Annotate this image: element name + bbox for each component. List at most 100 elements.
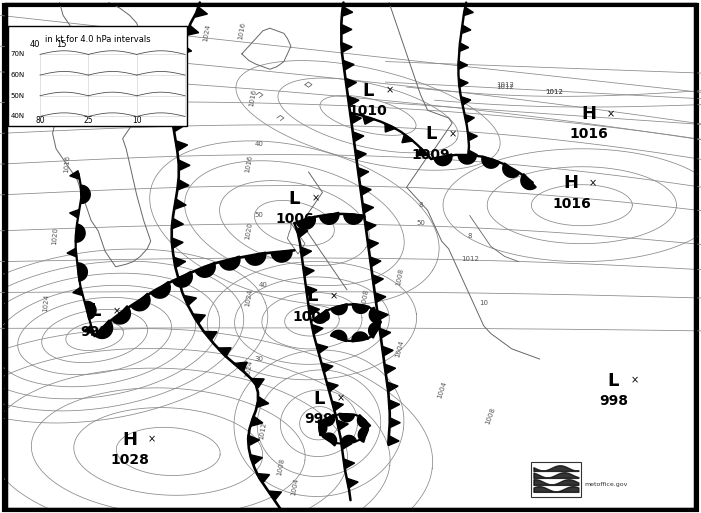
Text: ×: × xyxy=(606,109,615,119)
Polygon shape xyxy=(461,25,471,34)
Polygon shape xyxy=(521,174,536,189)
Text: 1009: 1009 xyxy=(411,148,451,162)
Polygon shape xyxy=(250,455,262,465)
Polygon shape xyxy=(171,238,183,248)
Polygon shape xyxy=(301,247,312,257)
Polygon shape xyxy=(468,150,477,159)
Polygon shape xyxy=(184,295,196,306)
Polygon shape xyxy=(341,25,352,34)
Text: 998: 998 xyxy=(599,394,628,408)
Text: 1016: 1016 xyxy=(569,127,608,142)
Polygon shape xyxy=(375,292,386,303)
Polygon shape xyxy=(303,266,314,277)
Polygon shape xyxy=(67,248,76,257)
Polygon shape xyxy=(312,325,323,334)
Polygon shape xyxy=(365,221,376,231)
Polygon shape xyxy=(369,322,381,338)
Polygon shape xyxy=(83,325,94,334)
Polygon shape xyxy=(186,25,198,35)
Polygon shape xyxy=(468,132,477,141)
Polygon shape xyxy=(347,478,358,488)
Polygon shape xyxy=(388,436,399,446)
Text: H: H xyxy=(122,430,137,449)
Polygon shape xyxy=(318,420,327,436)
Polygon shape xyxy=(384,364,395,374)
Polygon shape xyxy=(257,473,269,483)
Polygon shape xyxy=(348,96,359,106)
Polygon shape xyxy=(434,154,452,166)
Polygon shape xyxy=(482,156,500,168)
Polygon shape xyxy=(172,218,184,229)
Polygon shape xyxy=(343,459,355,469)
Polygon shape xyxy=(379,328,390,338)
Text: 50: 50 xyxy=(255,212,264,219)
Text: ×: × xyxy=(112,306,121,317)
Polygon shape xyxy=(177,180,189,190)
Text: ×: × xyxy=(312,193,320,204)
Polygon shape xyxy=(251,379,264,388)
Polygon shape xyxy=(367,239,379,249)
Text: 1020: 1020 xyxy=(182,24,190,43)
Text: 1016: 1016 xyxy=(248,88,257,107)
Text: ×: × xyxy=(631,376,639,386)
Text: ×: × xyxy=(336,393,345,404)
Text: 1012: 1012 xyxy=(545,89,563,95)
Text: 1004: 1004 xyxy=(436,381,447,399)
Polygon shape xyxy=(358,427,368,442)
Text: ×: × xyxy=(329,291,338,301)
Text: 10: 10 xyxy=(479,300,488,306)
Text: 1010: 1010 xyxy=(348,104,388,119)
Polygon shape xyxy=(85,301,96,320)
Polygon shape xyxy=(377,310,388,321)
Polygon shape xyxy=(503,163,519,177)
Text: ×: × xyxy=(449,129,457,140)
Polygon shape xyxy=(343,61,354,70)
Text: L: L xyxy=(362,82,374,100)
Polygon shape xyxy=(75,224,85,242)
Polygon shape xyxy=(296,228,308,238)
Text: 50: 50 xyxy=(416,220,425,226)
Polygon shape xyxy=(353,132,364,142)
Text: 1012: 1012 xyxy=(496,82,514,88)
Text: 1020: 1020 xyxy=(245,222,253,240)
Polygon shape xyxy=(268,491,281,501)
Text: 1012: 1012 xyxy=(461,256,479,262)
Text: 1016: 1016 xyxy=(245,155,253,173)
Text: 1012: 1012 xyxy=(259,422,267,440)
Polygon shape xyxy=(248,435,259,446)
Polygon shape xyxy=(358,167,369,177)
Text: 1024: 1024 xyxy=(203,24,211,43)
Polygon shape xyxy=(178,277,190,287)
Polygon shape xyxy=(321,363,333,372)
Polygon shape xyxy=(461,96,471,105)
Text: 1008: 1008 xyxy=(395,268,404,286)
Polygon shape xyxy=(151,282,170,298)
Polygon shape xyxy=(95,320,113,339)
Text: 40: 40 xyxy=(30,40,40,49)
Polygon shape xyxy=(172,82,184,93)
Text: 40N: 40N xyxy=(11,113,25,120)
Polygon shape xyxy=(271,250,292,262)
Text: 60N: 60N xyxy=(11,72,25,78)
Polygon shape xyxy=(320,415,334,426)
Bar xyxy=(8,26,187,126)
Polygon shape xyxy=(387,382,398,392)
Polygon shape xyxy=(308,305,320,315)
Text: 30: 30 xyxy=(255,356,264,362)
Polygon shape xyxy=(327,382,339,392)
Polygon shape xyxy=(458,61,468,69)
Polygon shape xyxy=(195,7,207,17)
Text: 1028: 1028 xyxy=(110,453,149,467)
Polygon shape xyxy=(416,148,428,155)
Text: 80: 80 xyxy=(35,116,45,125)
Text: 1008: 1008 xyxy=(485,406,496,425)
Text: ×: × xyxy=(386,86,394,96)
Text: 40: 40 xyxy=(259,282,267,288)
Text: L: L xyxy=(426,125,437,144)
Polygon shape xyxy=(465,114,475,123)
Polygon shape xyxy=(204,331,217,341)
Text: 993: 993 xyxy=(80,325,109,339)
Polygon shape xyxy=(360,185,372,195)
Polygon shape xyxy=(245,252,266,265)
Polygon shape xyxy=(323,433,336,446)
